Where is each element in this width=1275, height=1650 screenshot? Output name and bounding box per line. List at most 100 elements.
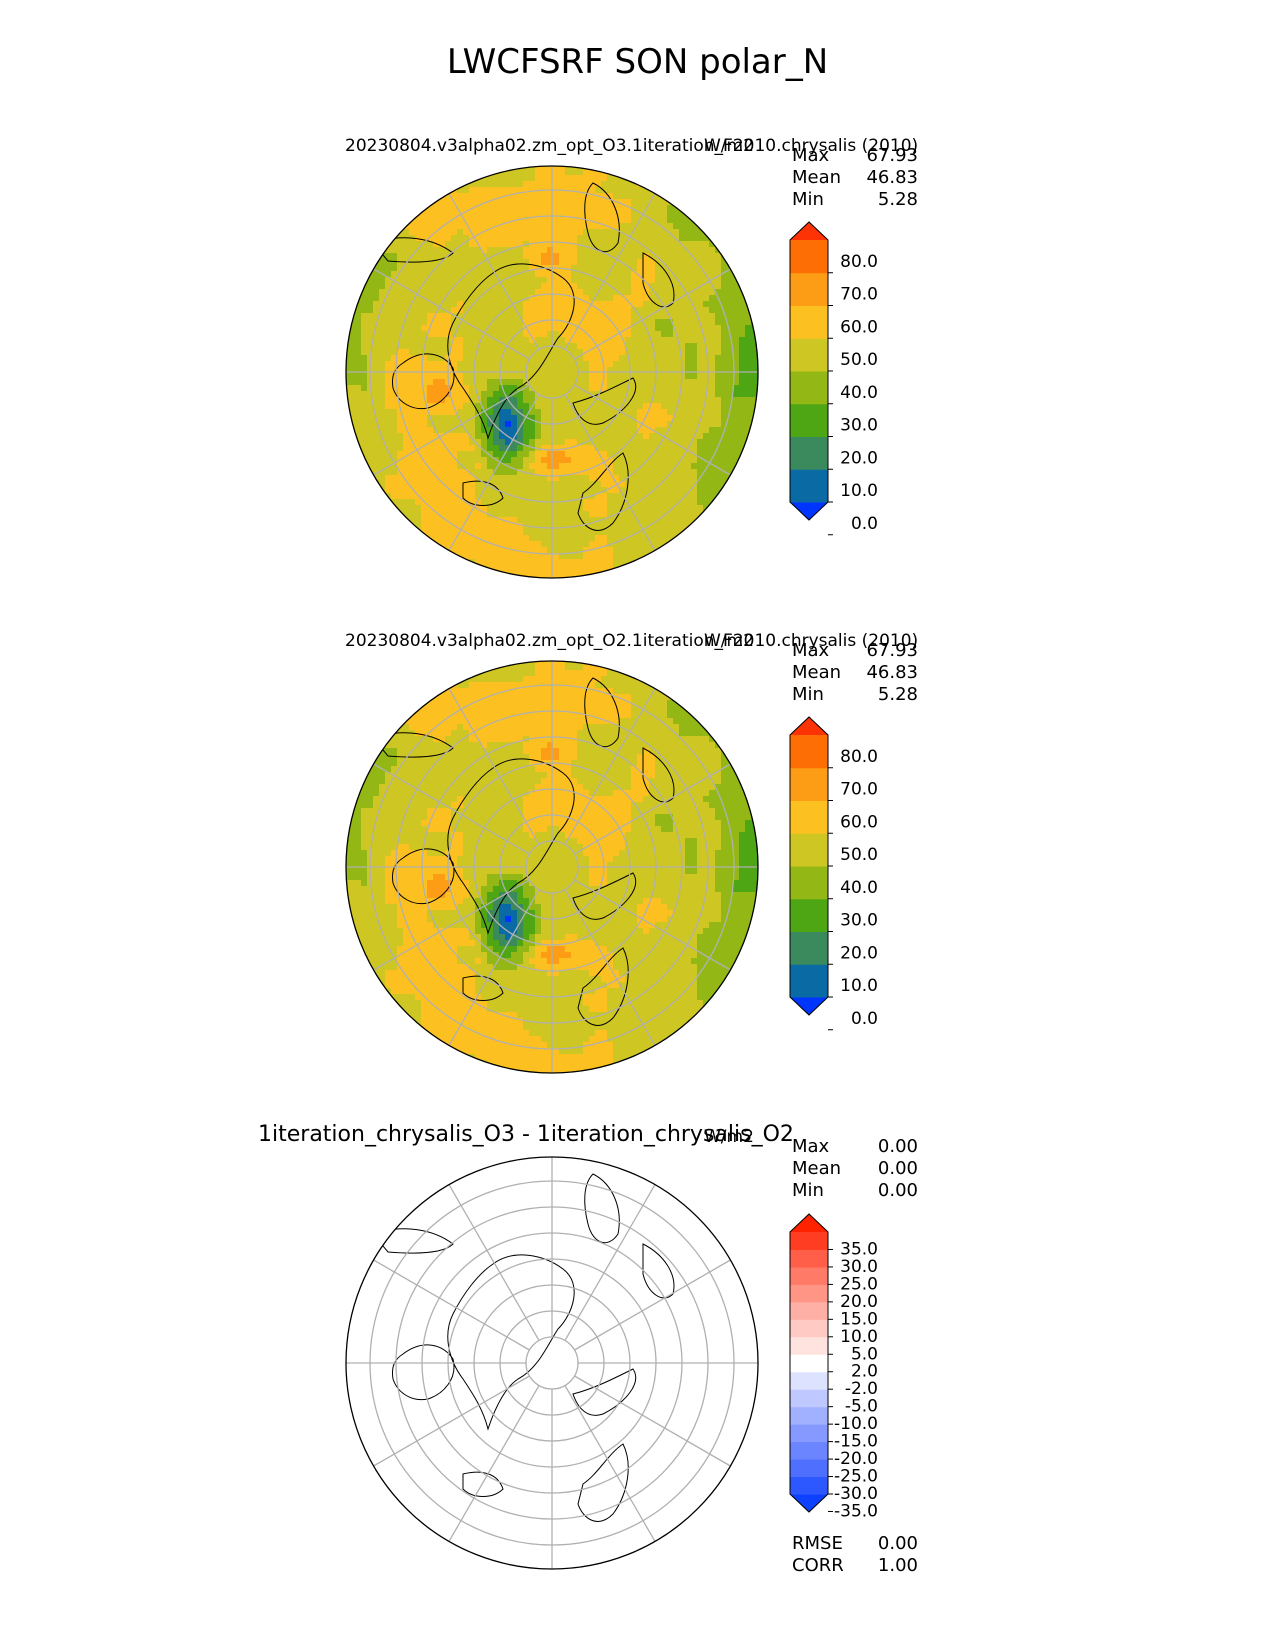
map-0-cell [583,529,590,536]
map-0-cell [535,475,542,482]
map-0-cell [511,367,518,374]
map-1-cell [487,772,494,779]
map-0-cell [457,205,464,212]
map-0-cell [517,349,524,356]
map-0-cell [403,277,410,284]
map-0-cell [613,205,620,212]
map-0-cell [601,337,608,344]
map-1-cell [673,748,680,755]
map-0-cell [673,289,680,296]
map-0-cell [505,481,512,488]
map-0-cell [475,307,482,314]
map-0-cell [625,319,632,326]
map-0-cell [547,166,554,170]
map-1-cell [379,754,386,761]
map-0-cell [421,301,428,308]
map-0-cell [679,307,686,314]
map-0-cell [661,199,668,206]
map-0-cell [451,205,458,212]
map-0-cell [691,247,698,254]
map-1-cell [589,670,596,677]
map-0-cell [619,313,626,320]
map-0-cell [457,379,464,386]
map-0-cell [565,355,572,362]
map-0-cell [697,247,704,254]
map-0-cell [475,271,482,278]
map-0-cell [715,463,722,470]
map-0-cell [625,241,632,248]
map-0-cell [493,253,500,260]
map-0-cell [637,493,644,500]
map-0-cell [379,463,386,470]
map-0-cell [397,277,404,284]
map-0-cell [487,187,494,194]
map-1-cell [691,778,698,785]
map-1-cell [397,766,404,773]
map-0-cell [475,529,482,536]
map-0-cell [469,277,476,284]
map-0-cell [409,493,416,500]
map-0-cell [439,199,446,206]
map-0-cell [667,493,674,500]
map-0-cell [571,457,578,464]
map-0-cell [553,319,560,326]
map-0-cell [493,415,500,422]
map-0-cell [481,505,488,512]
map-1-cell [643,766,650,773]
map-1-cell [673,724,680,731]
map-0-cell [457,187,464,194]
map-0-cell [385,409,392,416]
map-0-cell [523,553,530,560]
map-1-cell [535,766,542,773]
map-0-cell [607,385,614,392]
map-0-cell [541,553,548,560]
map-0-cell [499,343,506,350]
map-0-cell [565,469,572,476]
map-0-cell [565,487,572,494]
map-0-cell [463,223,470,230]
map-0-cell [733,469,740,476]
map-0-cell [469,439,476,446]
map-0-cell [751,361,758,368]
map-0-cell [595,229,602,236]
map-1-cell [565,724,572,731]
map-0-cell [487,235,494,242]
map-0-cell [601,187,608,194]
map-0-cell [637,199,644,206]
map-0-cell [613,439,620,446]
map-0-cell [547,415,554,422]
map-0-cell [505,259,512,266]
map-1-cell [661,700,668,707]
map-0-cell [607,259,614,266]
map-1-cell [607,688,614,695]
map-0-cell [601,259,608,266]
map-0-cell [385,349,392,356]
map-0-cell [583,355,590,362]
map-0-cell [655,421,662,428]
map-0-cell [511,523,518,530]
map-0-cell [433,325,440,332]
map-0-cell [745,385,752,392]
map-0-cell [565,271,572,278]
map-0-cell [667,349,674,356]
map-0-cell [493,199,500,206]
map-0-cell [547,283,554,290]
map-0-cell [409,301,416,308]
colorbar-0-block [790,272,828,306]
map-0-cell [625,463,632,470]
panel-2-min-label: Min [792,684,824,705]
map-0-cell [709,421,716,428]
map-1-cell [421,766,428,773]
map-0-cell [529,289,536,296]
map-1-cell [655,700,662,707]
map-0-cell [475,385,482,392]
map-0-cell [721,355,728,362]
map-0-cell [409,397,416,404]
map-0-cell [583,463,590,470]
map-0-cell [595,349,602,356]
map-1-cell [673,742,680,749]
map-1-cell [487,724,494,731]
map-0-cell [481,433,488,440]
map-1-cell [511,766,518,773]
map-1-cell [625,712,632,719]
